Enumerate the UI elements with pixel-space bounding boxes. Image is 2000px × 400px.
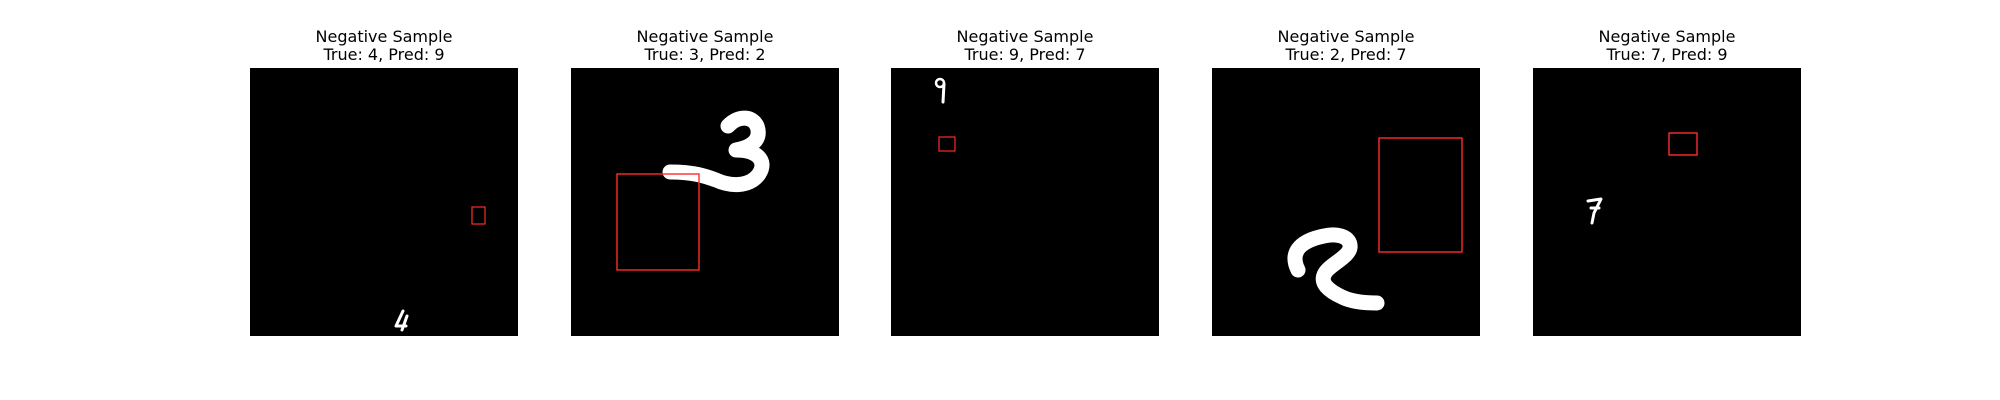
image-background [891,68,1159,336]
image-svg [1212,68,1480,336]
panel-title-line-1: Negative Sample [956,27,1094,46]
image-svg [1533,68,1801,336]
bounding-box [1668,132,1698,156]
image-background [250,68,518,336]
image-canvas [1533,68,1801,336]
bounding-box [1378,137,1463,253]
bounding-box [938,136,956,152]
bounding-box [471,206,486,225]
image-canvas [250,68,518,336]
panel-title-line-2: True: 9, Pred: 7 [964,45,1086,64]
panel-1: Negative Sample True: 4, Pred: 9 [250,28,518,338]
panel-title-line-2: True: 4, Pred: 9 [323,45,445,64]
panel-3: Negative Sample True: 9, Pred: 7 [891,28,1159,338]
image-svg [250,68,518,336]
bounding-box [616,173,700,271]
panel-title-line-1: Negative Sample [315,27,453,46]
image-background [571,68,839,336]
panel-5: Negative Sample True: 7, Pred: 9 [1533,28,1801,338]
panel-title: Negative Sample True: 7, Pred: 9 [1533,28,1801,64]
digit-stroke [1586,197,1603,225]
image-background [1533,68,1801,336]
image-svg [891,68,1159,336]
panel-title-line-1: Negative Sample [1598,27,1736,46]
digit-stroke [394,309,409,332]
panel-2: Negative Sample True: 3, Pred: 2 [571,28,839,338]
panel-title: Negative Sample True: 4, Pred: 9 [250,28,518,64]
digit-stroke [662,110,770,192]
panel-title-line-2: True: 3, Pred: 2 [644,45,766,64]
panel-title: Negative Sample True: 3, Pred: 2 [571,28,839,64]
panel-title-line-1: Negative Sample [1277,27,1415,46]
digit-stroke-tail [941,82,946,104]
panel-title: Negative Sample True: 2, Pred: 7 [1212,28,1480,64]
panel-title-line-1: Negative Sample [636,27,774,46]
panel-title-line-2: True: 2, Pred: 7 [1285,45,1407,64]
panel-title: Negative Sample True: 9, Pred: 7 [891,28,1159,64]
image-svg [571,68,839,336]
image-canvas [1212,68,1480,336]
panel-4: Negative Sample True: 2, Pred: 7 [1212,28,1480,338]
image-canvas [571,68,839,336]
digit-stroke [1287,227,1385,311]
panel-title-line-2: True: 7, Pred: 9 [1606,45,1728,64]
image-canvas [891,68,1159,336]
